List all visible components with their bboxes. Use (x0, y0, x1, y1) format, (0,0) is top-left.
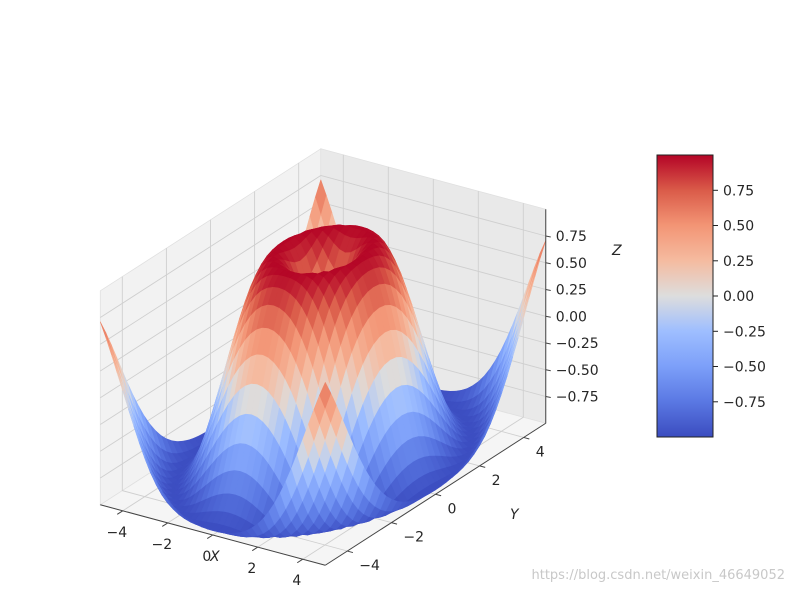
z-tick-label: −0.75 (556, 390, 599, 406)
y-tick-mark (391, 522, 398, 525)
gridline-z (100, 175, 546, 318)
surface-facet (319, 382, 332, 409)
x-axis-label: X (209, 549, 220, 565)
colorbar-tick-label: 0.00 (723, 289, 754, 305)
x-tick-mark (161, 522, 169, 527)
y-tick-label: −4 (359, 558, 380, 574)
z-tick-label: −0.50 (556, 363, 599, 379)
z-tick-mark (545, 235, 551, 238)
y-tick-mark (347, 550, 354, 554)
colorbar-tick-label: −0.75 (723, 395, 766, 411)
y-tick-label: 0 (448, 501, 457, 517)
x-tick-label: −4 (106, 525, 127, 541)
z-tick-label: 0.00 (556, 309, 587, 325)
y-tick-label: −2 (403, 530, 424, 546)
y-tick-mark (523, 436, 530, 440)
colorbar-tick-label: −0.25 (723, 324, 766, 340)
x-tick-mark (251, 546, 259, 552)
x-tick-mark (296, 558, 304, 564)
y-tick-label: 4 (536, 444, 545, 460)
axis-ticks: −4 −2 0 2 4 −4 −2 0 2 4 −0.75 −0.50 −0.25 0.00 0.25 0.5… (100, 209, 599, 589)
z-tick-mark (545, 369, 551, 372)
z-tick-mark (545, 342, 551, 345)
x-tick-label: 4 (292, 573, 301, 589)
z-tick-label: −0.25 (556, 336, 599, 352)
surface-mesh (100, 179, 547, 539)
z-tick-mark (545, 396, 551, 398)
y-tick-label: 2 (492, 473, 501, 489)
z-tick-label: 0.25 (556, 283, 587, 299)
z-axis-label: Z (611, 243, 622, 259)
y-axis-label: Y (510, 507, 520, 523)
x-tick-label: −2 (151, 537, 172, 553)
x-tick-label: 0 (202, 549, 211, 565)
colorbar-tick-label: 0.50 (723, 219, 754, 235)
z-tick-mark (545, 315, 551, 318)
y-tick-mark (479, 465, 486, 468)
colorbar-tick-label: 0.75 (723, 183, 754, 199)
x-tick-mark (116, 510, 124, 515)
colorbar-tick-label: −0.50 (723, 360, 766, 376)
colorbar-tick-label: 0.25 (723, 254, 754, 270)
x-tick-label: 2 (247, 561, 256, 577)
colorbar-gradient (656, 154, 714, 438)
z-tick-mark (545, 262, 551, 265)
colorbar: −0.75 −0.50 −0.25 0.00 0.25 0.50 0.75 (656, 154, 766, 438)
z-tick-label: 0.75 (556, 229, 587, 245)
y-tick-mark (435, 493, 442, 497)
x-tick-mark (206, 534, 214, 539)
z-tick-label: 0.50 (556, 256, 587, 272)
watermark: https://blog.csdn.net/weixin_46649052 (531, 568, 785, 583)
z-tick-mark (545, 289, 551, 291)
